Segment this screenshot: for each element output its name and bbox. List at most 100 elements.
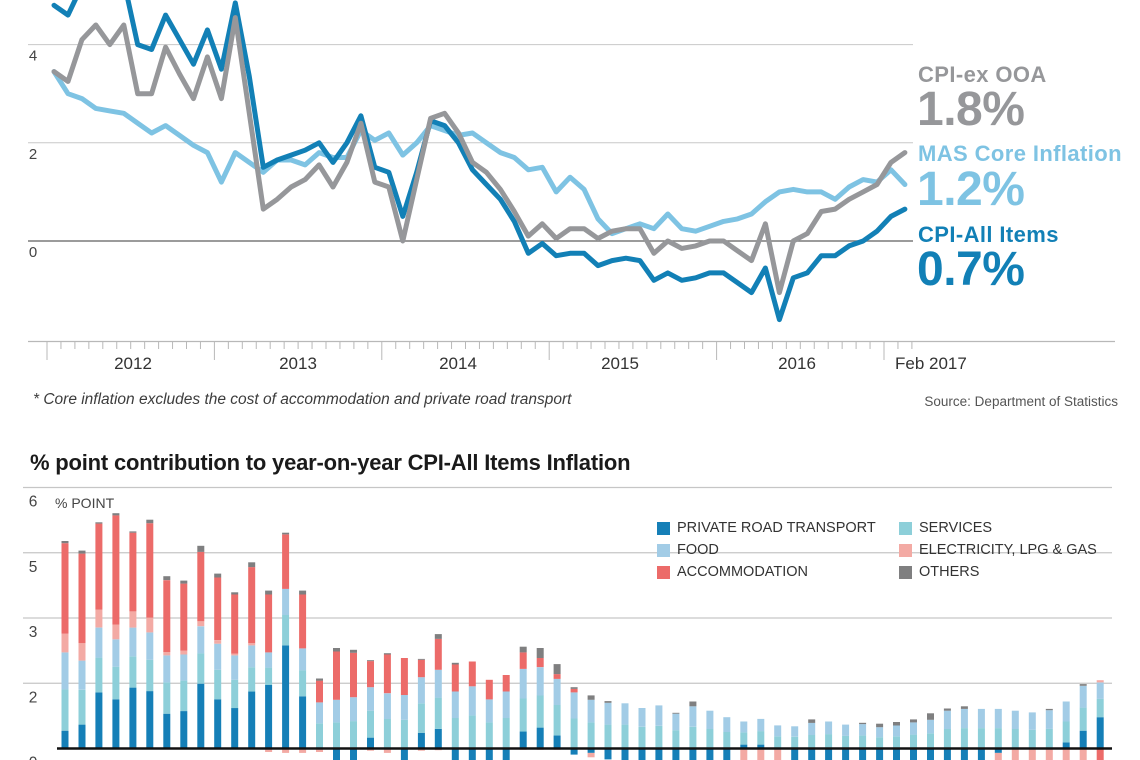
bar-segment-services [265, 667, 273, 685]
bar-segment-others [299, 590, 307, 595]
bar-segment-food [129, 627, 137, 657]
legend-item-electricity-lpg-gas: ELECTRICITY, LPG & GAS [899, 543, 1097, 557]
end-value-cpi-all-items: 0.7% [917, 243, 1025, 296]
bar-segment-others [350, 649, 357, 653]
bar-stack [927, 713, 934, 760]
bar-stack [943, 708, 951, 760]
bar-segment-private-road-transport [927, 748, 934, 760]
bar-segment-others [231, 592, 239, 595]
bar-segment-food [231, 655, 239, 680]
bar-segment-private-road-transport [400, 748, 408, 760]
bar-segment-others [553, 664, 561, 675]
bar-segment-services [180, 680, 188, 711]
bar-stack [740, 721, 748, 760]
bar-segment-accommodation [129, 532, 137, 612]
bar-segment-accommodation [282, 534, 290, 589]
bar-stack [859, 722, 867, 760]
bar-segment-electricity-lpg-gas [248, 643, 256, 646]
bar-chart-grid: 0 2 3 5 6 [23, 486, 1112, 760]
bar-stack [757, 718, 765, 760]
bar-segment-services [299, 670, 307, 697]
bar-segment-private-road-transport [672, 748, 680, 760]
bar-segment-food [859, 724, 867, 736]
bar-segment-private-road-transport [519, 731, 527, 749]
bar-stack [231, 592, 239, 749]
bar-stack [655, 705, 663, 760]
bar-segment-others [214, 573, 222, 578]
bar-segment-private-road-transport [434, 728, 442, 749]
bar-stack [638, 708, 646, 760]
bar-segment-services [943, 728, 951, 749]
bar-stack [1011, 710, 1019, 760]
bar-stack [1045, 708, 1053, 760]
bar-segment-private-road-transport [553, 735, 561, 749]
end-label-cpi-ex-ooa: CPI-ex OOA [918, 62, 1047, 87]
source-credit: Source: Department of Statistics [924, 394, 1118, 409]
legend-swatch [657, 565, 670, 579]
bar-segment-services [604, 724, 612, 749]
bar-stack [112, 513, 120, 749]
bar-segment-private-road-transport [604, 748, 612, 760]
bar-segment-services [78, 689, 86, 725]
bar-segment-services [994, 728, 1002, 749]
bar-segment-electricity-lpg-gas [146, 617, 154, 633]
bar-segment-accommodation [265, 594, 273, 653]
bar-segment-private-road-transport [977, 748, 985, 760]
end-label-cpi-all-items: CPI-All Items [918, 222, 1059, 247]
bar-segment-accommodation [417, 659, 425, 678]
y-tick-label: 5 [29, 559, 38, 576]
bar-segment-food [1079, 685, 1087, 708]
end-value-cpi-ex-ooa: 1.8% [917, 83, 1025, 136]
bar-segment-electricity-lpg-gas [299, 748, 307, 753]
bar-stack [350, 649, 357, 760]
bar-segment-food [672, 713, 680, 731]
bar-stack [1096, 680, 1104, 760]
bar-segment-electricity-lpg-gas [112, 624, 120, 640]
bar-segment-services [774, 736, 782, 749]
bar-stack [723, 717, 731, 760]
bar-segment-others [112, 513, 120, 516]
bar-segment-private-road-transport [350, 748, 357, 760]
bar-stack [451, 662, 459, 760]
bar-segment-others [519, 646, 527, 653]
bar-segment-accommodation [146, 523, 154, 618]
bar-segment-services [129, 656, 137, 688]
bar-segment-services [740, 732, 748, 745]
bar-segment-services [61, 689, 69, 731]
bar-segment-others [197, 545, 205, 552]
bar-stack [842, 724, 850, 760]
bar-segment-others [587, 695, 595, 700]
bar-segment-services [859, 735, 867, 749]
bar-segment-services [485, 722, 493, 749]
bar-segment-private-road-transport [723, 748, 731, 760]
bar-segment-private-road-transport [570, 748, 578, 755]
bar-segment-others [265, 590, 273, 595]
bar-segment-accommodation [61, 543, 69, 634]
bar-segment-services [350, 721, 357, 749]
bar-stack [400, 658, 408, 760]
bar-segment-food [808, 722, 816, 735]
bar-segment-private-road-transport [282, 645, 290, 749]
bar-segment-food [485, 699, 493, 723]
inflation-line-chart: 0 2 4 2012 2013 2014 2015 2016 Feb 2017 [28, 0, 1115, 373]
bar-segment-food [214, 643, 222, 670]
bar-segment-services [1028, 729, 1036, 749]
bar-segment-food [604, 702, 612, 725]
bar-stack [61, 541, 69, 749]
bar-segment-others [146, 519, 154, 524]
bar-stack [129, 531, 137, 749]
end-value-mas-core-inflation: 1.2% [917, 163, 1025, 216]
bar-segment-food [519, 668, 527, 699]
bar-segment-accommodation [248, 567, 256, 644]
x-tick-label: 2015 [601, 354, 639, 373]
bar-segment-food [502, 691, 510, 718]
bar-segment-services [960, 728, 968, 749]
legend-swatch [657, 543, 670, 557]
bar-segment-private-road-transport [994, 748, 1002, 753]
bar-segment-food [553, 678, 561, 705]
bar-segment-food [791, 726, 799, 737]
bar-segment-accommodation [519, 652, 527, 669]
bar-segment-services [689, 726, 697, 749]
bar-segment-others [333, 648, 340, 652]
